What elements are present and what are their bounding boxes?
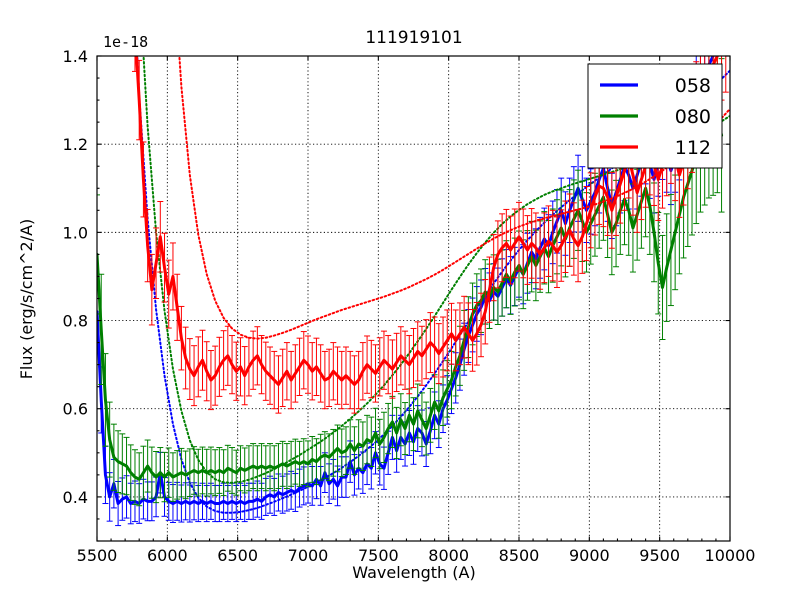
series-112: [131, 56, 730, 414]
axis-tick-labels: 5500 6000 6500 7000 7500 8000 8500 9000 9500 1000…: [63, 47, 756, 565]
y-tick-label: 0.8: [63, 312, 88, 331]
x-tick-label: 10000: [705, 546, 756, 565]
x-tick-label: 6500: [217, 546, 258, 565]
x-tick-label: 6000: [147, 546, 188, 565]
errorbars-112: [131, 56, 729, 414]
y-tick-label: 0.4: [63, 488, 88, 507]
data-curve-080: [97, 116, 724, 481]
legend-label-080[interactable]: 080: [675, 106, 711, 128]
x-tick-label: 9000: [569, 546, 610, 565]
legend[interactable]: 058 080 112: [587, 63, 723, 169]
page-title: 111919101: [365, 28, 462, 48]
legend-label-112[interactable]: 112: [675, 137, 711, 159]
legend-label-058[interactable]: 058: [675, 75, 711, 97]
x-tick-label: 8500: [499, 546, 540, 565]
x-tick-label: 7500: [358, 546, 399, 565]
x-tick-label: 7000: [288, 546, 329, 565]
y-tick-label: 1.4: [63, 47, 88, 66]
y-tick-label: 1.0: [63, 223, 88, 242]
x-tick-label: 9500: [639, 546, 680, 565]
y-axis-offset-label: 1e-18: [103, 33, 148, 51]
y-axis-title: Flux (erg/s/cm^2/A): [17, 219, 36, 380]
x-tick-label: 5500: [77, 546, 118, 565]
y-tick-label: 0.6: [63, 400, 88, 419]
x-axis-title: Wavelength (A): [352, 563, 475, 582]
axis-ticks: [96, 55, 731, 542]
x-tick-label: 8000: [428, 546, 469, 565]
y-tick-label: 1.2: [63, 135, 88, 154]
